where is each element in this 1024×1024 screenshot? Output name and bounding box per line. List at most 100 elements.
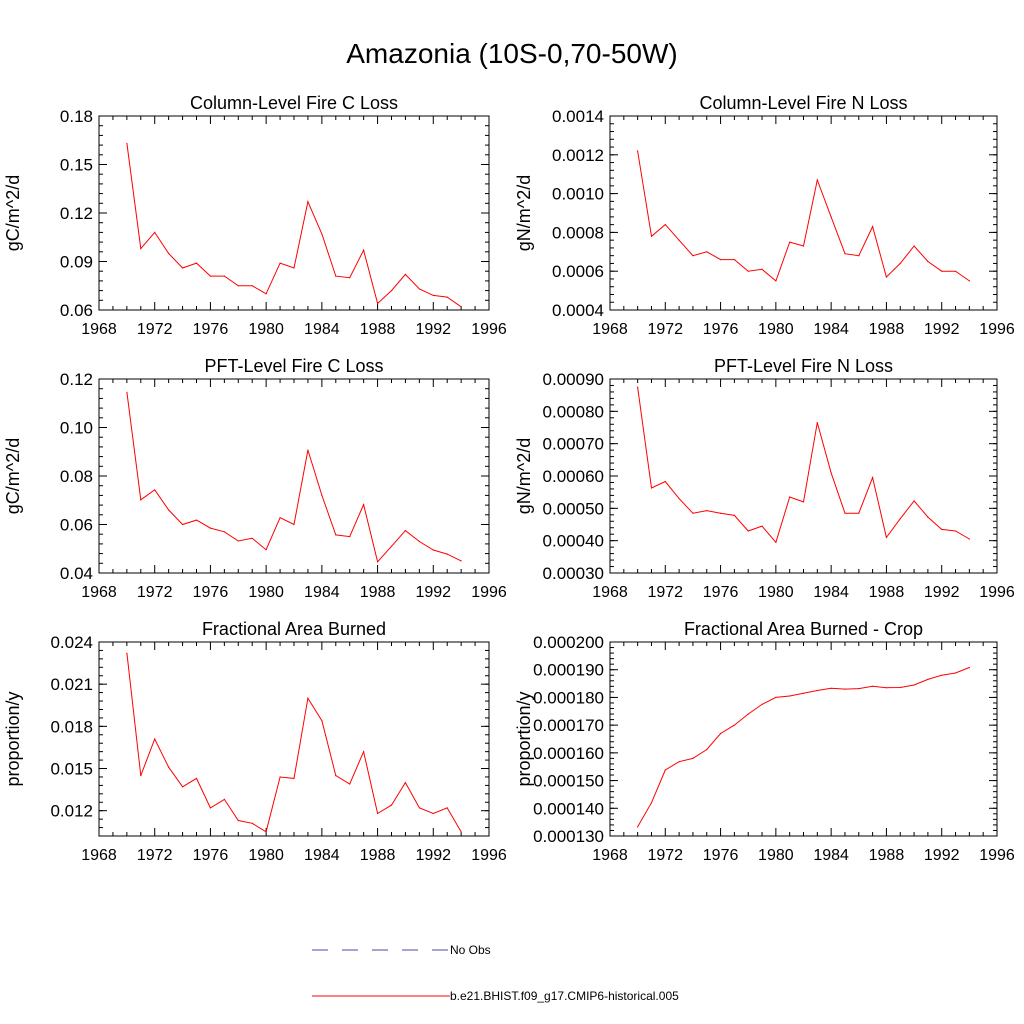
data-point	[349, 536, 351, 538]
data-point	[968, 280, 971, 282]
x-tick-label: 1972	[137, 847, 173, 864]
data-point	[363, 249, 365, 251]
y-tick-label: 0.0012	[552, 146, 604, 165]
y-tick-label: 0.000150	[533, 772, 604, 791]
data-point	[637, 386, 639, 388]
y-tick-label: 0.0006	[552, 262, 604, 281]
data-point	[775, 541, 777, 543]
y-tick-label: 0.000190	[533, 661, 604, 680]
data-point	[692, 255, 694, 257]
data-point	[265, 549, 267, 551]
y-tick-label: 0.10	[60, 419, 93, 438]
chart-panel-6: Fractional Area Burned - Crop proportion/…	[514, 619, 1015, 864]
data-point	[390, 804, 393, 806]
y-tick-label: 0.04	[60, 564, 93, 583]
figure-title: Amazonia (10S-0,70-50W)	[346, 38, 678, 69]
data-point	[126, 391, 128, 393]
y-tick-label: 0.000140	[533, 799, 604, 818]
chart-panel-5: Fractional Area Burned proportion/y 1968 19…	[3, 619, 507, 864]
data-point	[446, 296, 448, 298]
x-tick-label: 1996	[979, 584, 1015, 601]
y-tick-label: 0.0010	[552, 185, 604, 204]
data-point	[154, 489, 156, 491]
data-point	[404, 273, 406, 275]
chart-panel-4: PFT-Level Fire N Loss gN/m^2/d 1968 1972 197…	[514, 356, 1015, 601]
x-tick-label: 1968	[81, 584, 117, 601]
x-tick-label: 1968	[81, 321, 117, 338]
data-point	[747, 270, 749, 272]
data-point	[761, 268, 763, 270]
data-point	[307, 201, 309, 203]
data-point	[650, 235, 653, 237]
y-axis-label: gC/m^2/d	[3, 438, 23, 514]
y-tick-label: 0.18	[60, 107, 93, 126]
data-point	[650, 487, 653, 489]
data-point	[446, 807, 448, 809]
data-point	[775, 696, 777, 699]
data-point	[377, 302, 379, 305]
y-tick-label: 0.00070	[543, 435, 604, 454]
data-point	[872, 477, 874, 479]
y-tick-label: 0.00040	[543, 532, 604, 551]
data-point	[418, 288, 420, 290]
panel-title: PFT-Level Fire N Loss	[714, 356, 893, 376]
x-tick-label: 1980	[758, 321, 794, 338]
y-tick-label: 0.000200	[533, 633, 604, 652]
data-point	[432, 812, 434, 815]
x-tick-label: 1968	[592, 847, 628, 864]
y-tick-label: 0.15	[60, 156, 93, 175]
data-point	[761, 703, 763, 706]
data-point	[335, 534, 337, 536]
data-point	[899, 262, 901, 264]
data-point	[954, 672, 957, 674]
data-point	[844, 512, 846, 514]
data-point	[954, 530, 957, 532]
data-point	[761, 525, 763, 527]
y-tick-label: 0.021	[50, 675, 93, 694]
x-tick-label: 1984	[813, 847, 849, 864]
data-point	[321, 720, 323, 722]
x-tick-label: 1988	[869, 847, 905, 864]
data-point	[968, 666, 971, 669]
data-point	[913, 245, 915, 247]
data-point	[733, 259, 736, 261]
y-axis-label: proportion/y	[3, 691, 23, 786]
data-point	[927, 678, 929, 681]
x-tick-label: 1984	[813, 321, 849, 338]
data-point	[195, 262, 198, 264]
data-point	[650, 802, 653, 804]
y-tick-label: 0.09	[60, 253, 93, 272]
x-tick-label: 1972	[137, 321, 173, 338]
x-tick-label: 1996	[979, 321, 1015, 338]
x-tick-label: 1972	[647, 321, 683, 338]
data-point	[237, 540, 239, 542]
chart-panel-3: PFT-Level Fire C Loss gC/m^2/d 1968 1972 197…	[3, 356, 507, 601]
data-point	[858, 512, 860, 514]
x-tick-label: 1980	[758, 584, 794, 601]
data-point	[830, 472, 832, 474]
data-point	[140, 775, 142, 777]
y-tick-label: 0.015	[50, 760, 93, 779]
data-point	[195, 519, 198, 521]
data-point	[140, 248, 142, 250]
data-point	[418, 807, 420, 809]
data-point	[377, 561, 379, 563]
data-point	[941, 528, 943, 531]
data-point	[460, 831, 462, 833]
data-point	[363, 504, 365, 506]
legend: No Obs b.e21.BHIST.f09_g17.CMIP6-histori…	[312, 943, 679, 1003]
data-point	[182, 523, 184, 526]
y-tick-label: 0.012	[50, 802, 93, 821]
x-tick-label: 1972	[647, 847, 683, 864]
data-point	[223, 531, 225, 533]
chart-panel-1: Column-Level Fire C Loss gC/m^2/d 1968 1972…	[3, 93, 507, 338]
data-point	[692, 757, 694, 760]
y-tick-label: 0.00060	[543, 467, 604, 486]
data-point	[209, 807, 211, 809]
data-point	[404, 530, 406, 532]
data-point	[223, 275, 225, 277]
data-point	[664, 224, 666, 226]
data-point	[802, 692, 805, 694]
data-point	[858, 255, 860, 257]
